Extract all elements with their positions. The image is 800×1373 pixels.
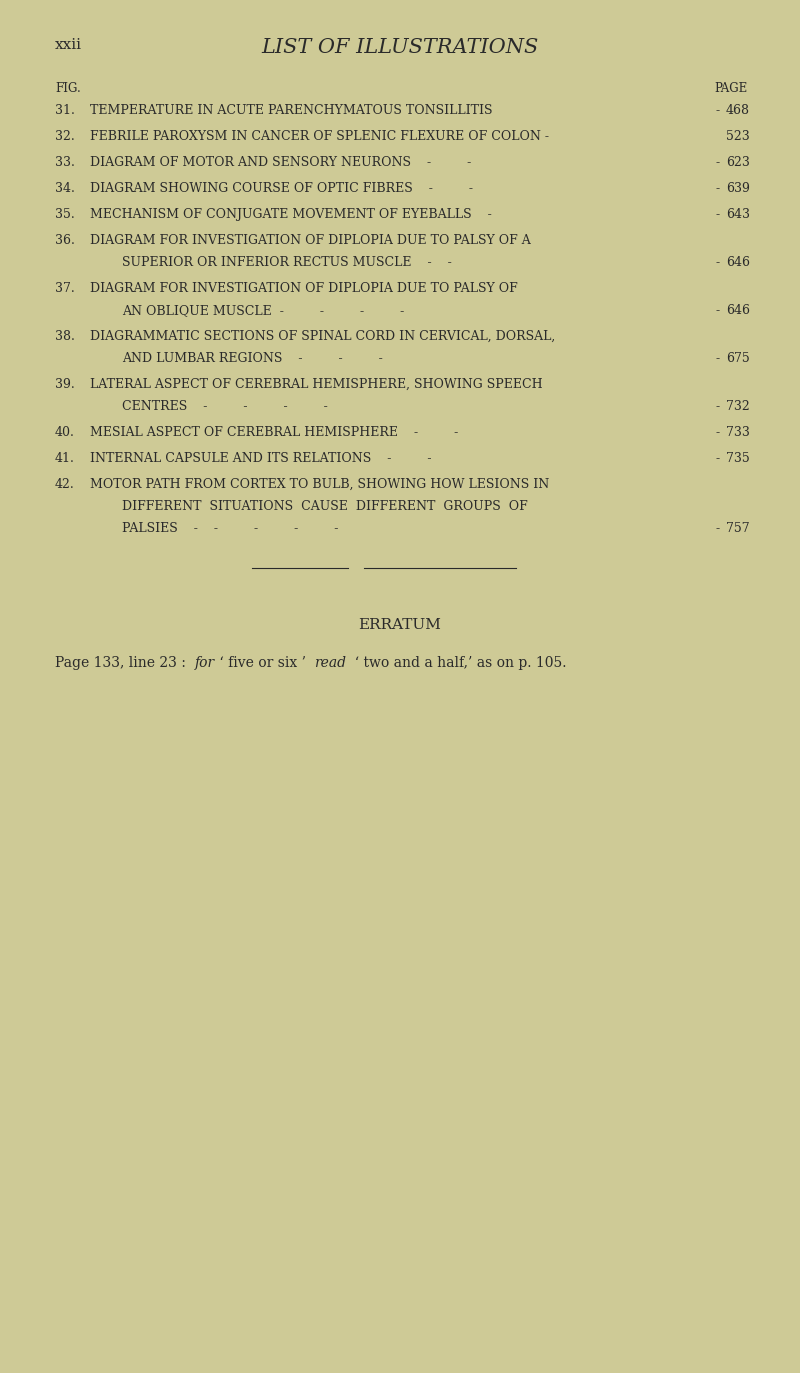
Text: -: - xyxy=(716,426,720,439)
Text: 36.: 36. xyxy=(55,233,75,247)
Text: 35.: 35. xyxy=(55,207,74,221)
Text: 41.: 41. xyxy=(55,452,75,465)
Text: PALSIES    -    -         -         -         -: PALSIES - - - - - xyxy=(122,522,338,535)
Text: 523: 523 xyxy=(726,130,750,143)
Text: 34.: 34. xyxy=(55,183,75,195)
Text: ‘ two and a half,’ as on p. 105.: ‘ two and a half,’ as on p. 105. xyxy=(346,656,567,670)
Text: 757: 757 xyxy=(726,522,750,535)
Text: for: for xyxy=(194,656,214,670)
Text: MOTOR PATH FROM CORTEX TO BULB, SHOWING HOW LESIONS IN: MOTOR PATH FROM CORTEX TO BULB, SHOWING … xyxy=(90,478,550,492)
Text: PAGE: PAGE xyxy=(714,82,748,95)
Text: -: - xyxy=(716,255,720,269)
Text: CENTRES    -         -         -         -: CENTRES - - - - xyxy=(122,400,328,413)
Text: DIFFERENT  SITUATIONS  CAUSE  DIFFERENT  GROUPS  OF: DIFFERENT SITUATIONS CAUSE DIFFERENT GRO… xyxy=(122,500,528,514)
Text: 675: 675 xyxy=(726,351,750,365)
Text: Page 133, line 23 :: Page 133, line 23 : xyxy=(55,656,194,670)
Text: MESIAL ASPECT OF CEREBRAL HEMISPHERE    -         -: MESIAL ASPECT OF CEREBRAL HEMISPHERE - - xyxy=(90,426,458,439)
Text: 42.: 42. xyxy=(55,478,74,492)
Text: -: - xyxy=(716,351,720,365)
Text: DIAGRAMMATIC SECTIONS OF SPINAL CORD IN CERVICAL, DORSAL,: DIAGRAMMATIC SECTIONS OF SPINAL CORD IN … xyxy=(90,330,555,343)
Text: 646: 646 xyxy=(726,255,750,269)
Text: 623: 623 xyxy=(726,157,750,169)
Text: ‘ five or six ’: ‘ five or six ’ xyxy=(214,656,314,670)
Text: SUPERIOR OR INFERIOR RECTUS MUSCLE    -    -: SUPERIOR OR INFERIOR RECTUS MUSCLE - - xyxy=(122,255,452,269)
Text: -: - xyxy=(716,104,720,117)
Text: DIAGRAM OF MOTOR AND SENSORY NEURONS    -         -: DIAGRAM OF MOTOR AND SENSORY NEURONS - - xyxy=(90,157,471,169)
Text: 33.: 33. xyxy=(55,157,75,169)
Text: 643: 643 xyxy=(726,207,750,221)
Text: read: read xyxy=(314,656,346,670)
Text: DIAGRAM FOR INVESTIGATION OF DIPLOPIA DUE TO PALSY OF A: DIAGRAM FOR INVESTIGATION OF DIPLOPIA DU… xyxy=(90,233,530,247)
Text: 646: 646 xyxy=(726,303,750,317)
Text: MECHANISM OF CONJUGATE MOVEMENT OF EYEBALLS    -: MECHANISM OF CONJUGATE MOVEMENT OF EYEBA… xyxy=(90,207,492,221)
Text: TEMPERATURE IN ACUTE PARENCHYMATOUS TONSILLITIS: TEMPERATURE IN ACUTE PARENCHYMATOUS TONS… xyxy=(90,104,493,117)
Text: ERRATUM: ERRATUM xyxy=(358,618,442,632)
Text: -: - xyxy=(716,183,720,195)
Text: -: - xyxy=(716,452,720,465)
Text: FIG.: FIG. xyxy=(55,82,81,95)
Text: 732: 732 xyxy=(726,400,750,413)
Text: AN OBLIQUE MUSCLE  -         -         -         -: AN OBLIQUE MUSCLE - - - - xyxy=(122,303,404,317)
Text: LATERAL ASPECT OF CEREBRAL HEMISPHERE, SHOWING SPEECH: LATERAL ASPECT OF CEREBRAL HEMISPHERE, S… xyxy=(90,378,542,391)
Text: 733: 733 xyxy=(726,426,750,439)
Text: -: - xyxy=(716,400,720,413)
Text: 639: 639 xyxy=(726,183,750,195)
Text: AND LUMBAR REGIONS    -         -         -: AND LUMBAR REGIONS - - - xyxy=(122,351,382,365)
Text: LIST OF ILLUSTRATIONS: LIST OF ILLUSTRATIONS xyxy=(262,38,538,58)
Text: 32.: 32. xyxy=(55,130,74,143)
Text: FEBRILE PAROXYSM IN CANCER OF SPLENIC FLEXURE OF COLON -: FEBRILE PAROXYSM IN CANCER OF SPLENIC FL… xyxy=(90,130,549,143)
Text: DIAGRAM SHOWING COURSE OF OPTIC FIBRES    -         -: DIAGRAM SHOWING COURSE OF OPTIC FIBRES -… xyxy=(90,183,473,195)
Text: INTERNAL CAPSULE AND ITS RELATIONS    -         -: INTERNAL CAPSULE AND ITS RELATIONS - - xyxy=(90,452,431,465)
Text: -: - xyxy=(716,522,720,535)
Text: -: - xyxy=(716,207,720,221)
Text: xxii: xxii xyxy=(55,38,82,52)
Text: 735: 735 xyxy=(726,452,750,465)
Text: 39.: 39. xyxy=(55,378,74,391)
Text: 40.: 40. xyxy=(55,426,75,439)
Text: 38.: 38. xyxy=(55,330,75,343)
Text: 31.: 31. xyxy=(55,104,75,117)
Text: -: - xyxy=(716,157,720,169)
Text: 468: 468 xyxy=(726,104,750,117)
Text: 37.: 37. xyxy=(55,281,74,295)
Text: -: - xyxy=(716,303,720,317)
Text: DIAGRAM FOR INVESTIGATION OF DIPLOPIA DUE TO PALSY OF: DIAGRAM FOR INVESTIGATION OF DIPLOPIA DU… xyxy=(90,281,518,295)
